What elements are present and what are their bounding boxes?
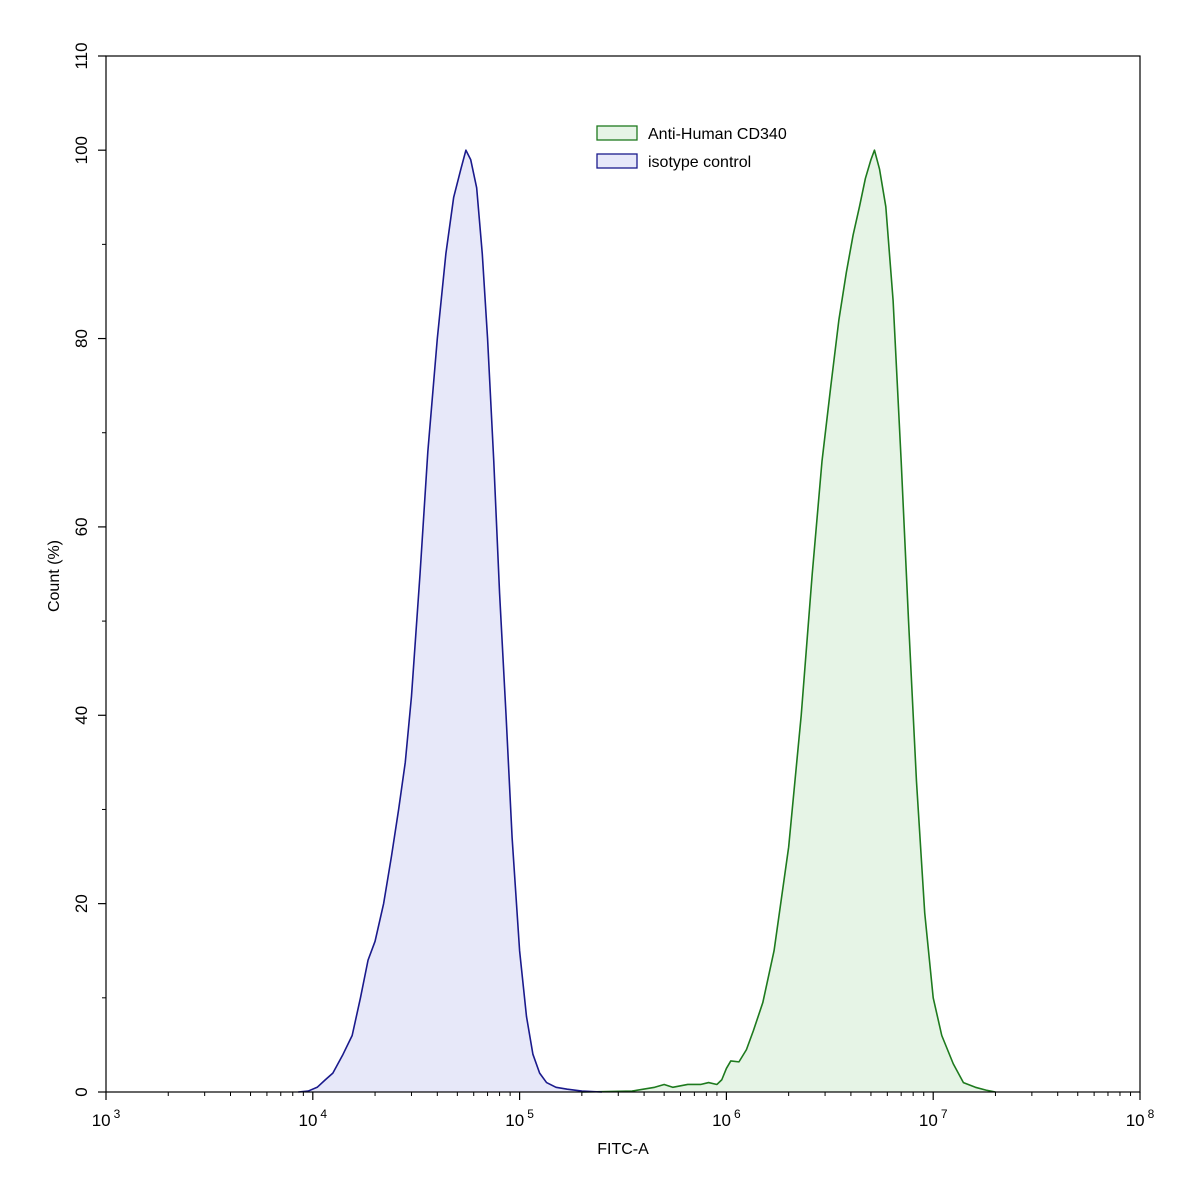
legend: Anti-Human CD340 isotype control (596, 125, 787, 171)
y-tick-label: 20 (72, 894, 91, 913)
legend-swatch-isotype-control (596, 153, 638, 169)
x-axis: 10 3 10 4 10 5 10 6 10 7 10 8 (92, 1092, 1155, 1130)
legend-swatch-anti-human-cd340 (596, 125, 638, 141)
y-tick-label: 60 (72, 517, 91, 536)
isotype-control-line (298, 149, 602, 1093)
y-tick-label: 110 (72, 42, 91, 69)
x-tick-label: 10 5 (505, 1107, 534, 1130)
anti-human-cd340-area (581, 150, 996, 1092)
y-axis: 0 20 40 60 80 100 110 (72, 42, 106, 1097)
x-tick-label: 10 8 (1126, 1107, 1155, 1130)
x-tick-label: 10 4 (298, 1107, 327, 1130)
y-tick-label: 0 (72, 1087, 91, 1096)
x-axis-label: FITC-A (597, 1141, 649, 1158)
legend-label-anti-human-cd340: Anti-Human CD340 (648, 126, 787, 143)
plot-frame (105, 55, 1141, 1093)
y-axis-label: Count (%) (46, 540, 63, 612)
y-tick-label: 40 (72, 706, 91, 725)
x-tick-label: 10 3 (92, 1107, 121, 1130)
x-tick-label: 10 6 (712, 1107, 741, 1130)
anti-human-cd340-line (581, 149, 996, 1093)
legend-label-isotype-control: isotype control (648, 154, 751, 171)
y-tick-label: 100 (72, 136, 91, 164)
isotype-control-area (298, 150, 602, 1092)
series-layer (298, 149, 996, 1093)
y-tick-label: 80 (72, 329, 91, 348)
x-tick-label: 10 7 (919, 1107, 948, 1130)
